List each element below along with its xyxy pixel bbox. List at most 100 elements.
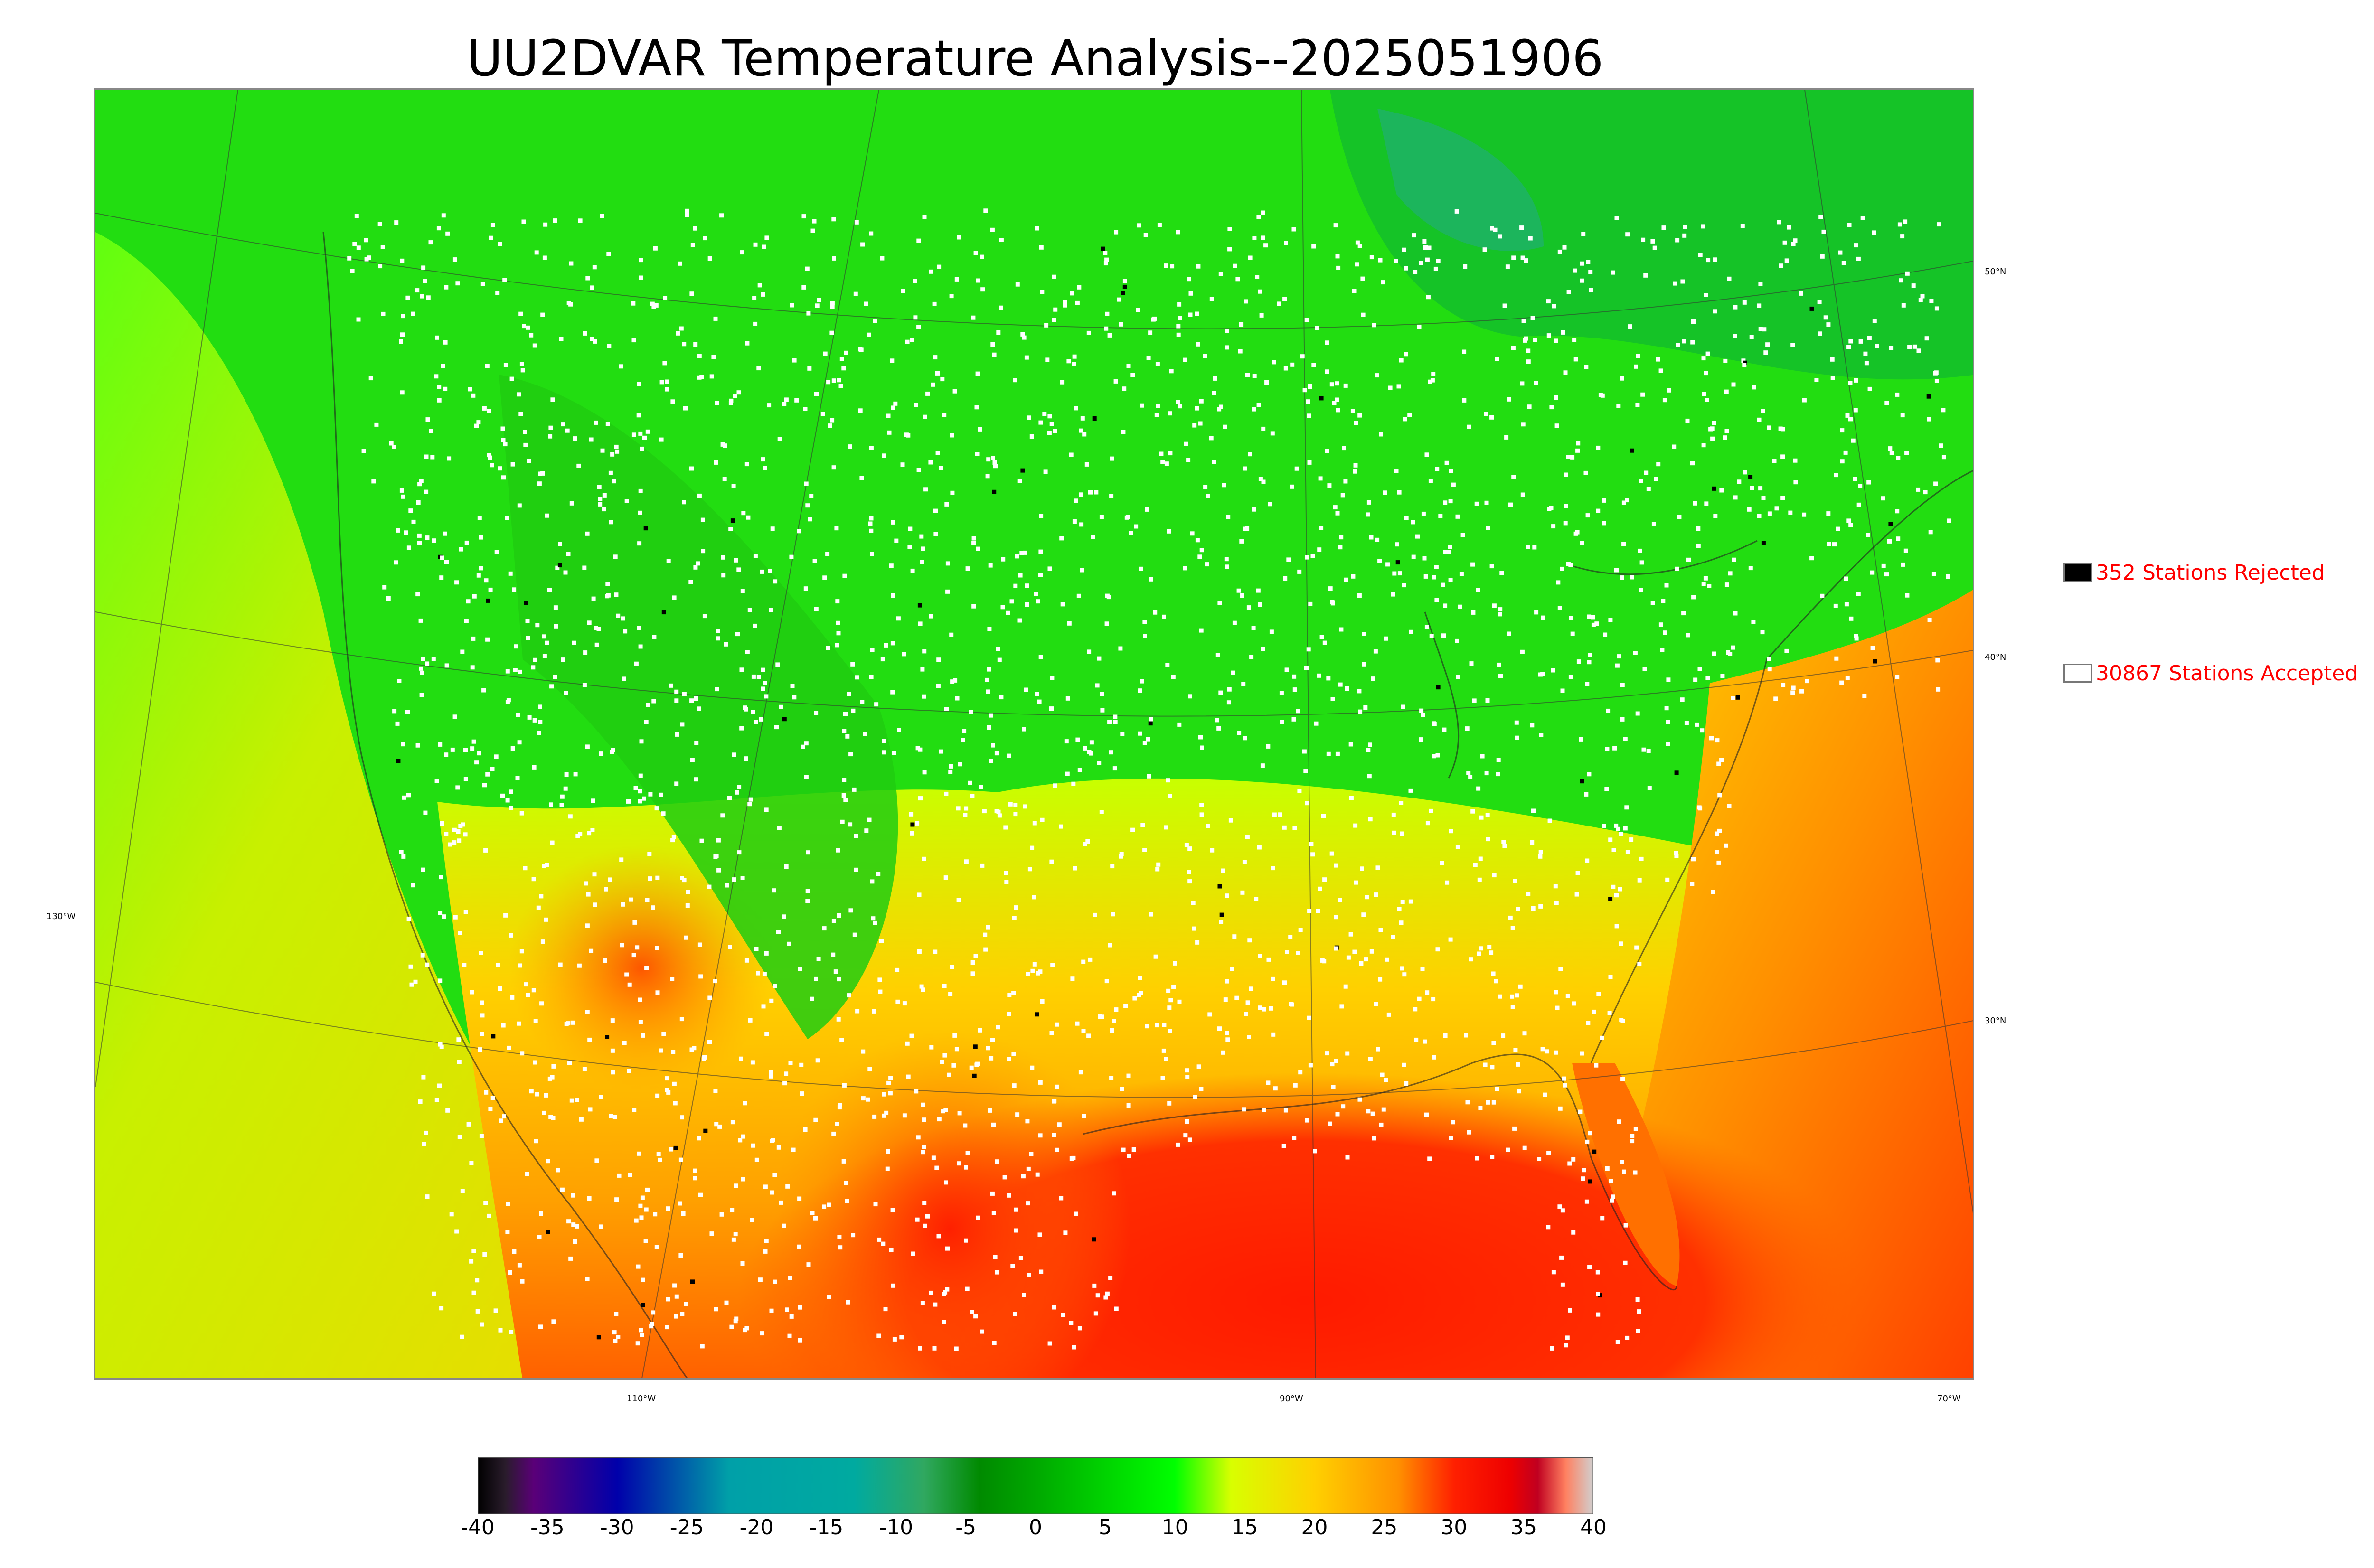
station-accepted (1666, 677, 1671, 682)
station-accepted (1038, 1133, 1043, 1138)
station-accepted (485, 637, 490, 642)
station-accepted (540, 471, 545, 476)
station-accepted (1338, 545, 1343, 550)
station-accepted (763, 1249, 768, 1254)
legend-rejected: 352 Stations Rejected (2063, 561, 2325, 585)
station-accepted (948, 770, 953, 774)
station-accepted (764, 694, 769, 699)
station-accepted (617, 1173, 622, 1178)
station-accepted (1684, 721, 1689, 725)
station-accepted (1235, 277, 1240, 282)
station-accepted (1305, 1118, 1309, 1123)
station-accepted (347, 256, 352, 261)
station-accepted (1486, 837, 1490, 842)
station-accepted (761, 686, 765, 691)
station-accepted (419, 479, 424, 483)
station-accepted (1624, 805, 1629, 810)
station-accepted (654, 303, 659, 308)
station-accepted (835, 643, 839, 648)
station-accepted (561, 422, 565, 427)
station-accepted (1118, 646, 1123, 651)
station-accepted (995, 1270, 999, 1275)
station-accepted (1134, 524, 1139, 529)
colorbar-segment (1398, 1457, 1454, 1514)
station-rejected (1743, 360, 1747, 365)
station-accepted (776, 930, 781, 934)
station-accepted (423, 279, 427, 283)
station-accepted (1069, 1321, 1074, 1325)
station-accepted (885, 1166, 890, 1171)
station-accepted (716, 868, 721, 873)
station-accepted (610, 1018, 615, 1023)
station-accepted (539, 894, 544, 899)
station-accepted (1209, 297, 1214, 301)
station-accepted (1566, 290, 1571, 294)
station-accepted (1013, 803, 1018, 807)
station-accepted (1516, 1062, 1520, 1067)
station-rejected (972, 1073, 977, 1078)
colorbar-tick-label: 20 (1301, 1515, 1328, 1540)
station-accepted (587, 620, 592, 625)
station-accepted (1571, 1230, 1576, 1235)
station-accepted (1260, 763, 1265, 768)
station-accepted (680, 1312, 685, 1316)
colorbar-segment (1175, 1457, 1231, 1514)
station-accepted (836, 848, 840, 853)
station-accepted (1516, 907, 1520, 911)
station-accepted (1011, 1052, 1016, 1056)
station-accepted (638, 997, 642, 1002)
station-accepted (980, 254, 984, 259)
station-accepted (1038, 655, 1043, 659)
station-accepted (843, 712, 848, 716)
station-accepted (1052, 1305, 1056, 1310)
station-accepted (789, 554, 794, 559)
station-accepted (777, 826, 782, 830)
station-accepted (1672, 444, 1677, 449)
station-accepted (784, 1071, 789, 1076)
station-accepted (902, 652, 906, 657)
station-accepted (709, 374, 714, 379)
station-accepted (655, 1093, 660, 1098)
station-accepted (411, 883, 415, 888)
station-accepted (942, 413, 947, 417)
station-accepted (1610, 1198, 1614, 1203)
station-accepted (1338, 898, 1342, 902)
station-accepted (782, 1223, 786, 1228)
station-accepted (1489, 564, 1494, 569)
station-accepted (797, 1244, 801, 1249)
station-accepted (1082, 432, 1087, 437)
station-accepted (848, 908, 853, 913)
station-accepted (1119, 322, 1123, 327)
station-accepted (905, 1041, 910, 1046)
station-accepted (1750, 486, 1754, 490)
station-accepted (661, 1032, 666, 1036)
station-accepted (1195, 940, 1200, 945)
station-accepted (995, 1159, 999, 1164)
station-accepted (1168, 1029, 1172, 1033)
station-accepted (523, 430, 527, 434)
station-accepted (1733, 305, 1738, 310)
station-rejected (1761, 541, 1766, 545)
station-accepted (870, 552, 874, 556)
station-accepted (568, 814, 573, 819)
station-rejected (596, 1335, 601, 1340)
station-accepted (1216, 726, 1221, 731)
station-accepted (957, 235, 961, 240)
station-accepted (922, 1201, 927, 1205)
station-accepted (1427, 245, 1432, 250)
station-accepted (713, 979, 717, 984)
station-accepted (1434, 565, 1439, 569)
station-accepted (1690, 340, 1695, 345)
station-accepted (1261, 210, 1265, 215)
station-accepted (839, 1038, 844, 1042)
station-accepted (810, 1211, 815, 1215)
station-accepted (1901, 303, 1906, 308)
station-accepted (516, 713, 520, 717)
station-accepted (1683, 225, 1687, 229)
station-accepted (1076, 593, 1081, 598)
station-accepted (1140, 679, 1144, 684)
station-accepted (1620, 575, 1624, 580)
station-accepted (944, 1180, 948, 1185)
station-accepted (947, 1072, 951, 1077)
station-accepted (1723, 435, 1727, 440)
